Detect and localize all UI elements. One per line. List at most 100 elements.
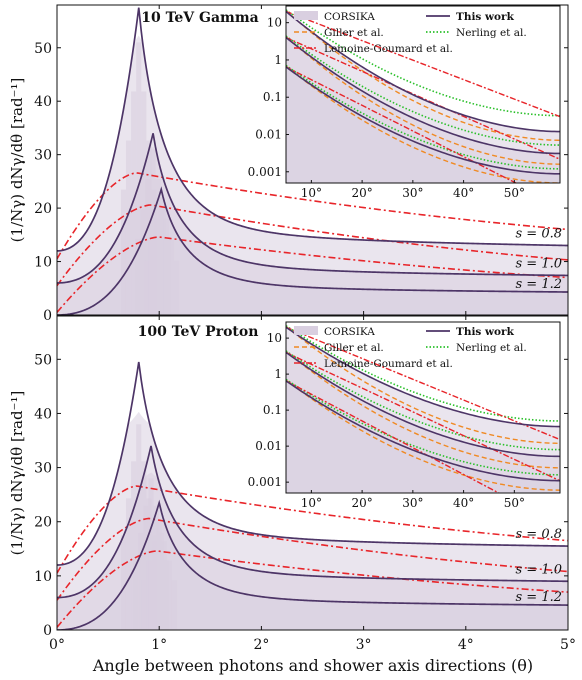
nerling-curve xyxy=(286,9,560,117)
inset-lemoine-curve xyxy=(286,326,560,441)
y-tick-label: 10 xyxy=(34,255,52,271)
inset-y-tick-label: 10 xyxy=(267,331,282,345)
lemoine-curve-s1 xyxy=(57,204,568,287)
inset-lemoine-curve xyxy=(286,351,560,482)
y-tick-label: 30 xyxy=(34,148,52,164)
x-tick-label: 3° xyxy=(356,637,372,653)
corsika-area-s1.2 xyxy=(57,517,568,630)
legend-label-this-work: This work xyxy=(456,11,515,23)
x-tick-label: 5° xyxy=(560,637,576,653)
inset-corsika-area xyxy=(286,66,560,183)
corsika-bar xyxy=(141,91,147,315)
y-tick-label: 40 xyxy=(34,406,52,422)
corsika-bar xyxy=(138,532,144,630)
y-tick-label: 10 xyxy=(34,569,52,585)
this-work-curve-s0.8 xyxy=(57,361,568,566)
inset-x-tick-label: 10° xyxy=(301,496,322,510)
inset-y-tick-label: 0.1 xyxy=(263,403,282,417)
inset-this-work-curve xyxy=(286,351,560,458)
inset: 10° 20° 30° 40° 50° 10 1 0.1 0.01 0.001 CORSIKA Thi… xyxy=(248,5,561,200)
age-label: s = 0.8 xyxy=(515,227,562,242)
corsika-bar xyxy=(135,238,141,315)
panel-gamma: 0 10 20 30 40 50 10 TeV Gamma s = 0.8 s = 1.0 s =… xyxy=(8,4,569,324)
inset-this-work-curve xyxy=(286,326,560,428)
corsika-bar xyxy=(125,498,132,630)
corsika-bar xyxy=(171,580,178,630)
inset-this-work-curve xyxy=(286,10,560,133)
inset-x-tick-label: 50° xyxy=(504,496,525,510)
corsika-bar xyxy=(148,478,154,630)
age-label: s = 1.2 xyxy=(515,277,562,292)
legend-label-corsika: CORSIKA xyxy=(324,326,375,338)
age-label: s = 0.8 xyxy=(515,527,562,542)
corsika-bar xyxy=(163,218,169,315)
this-work-curve-s1.2 xyxy=(57,186,568,315)
legend-label-lemoine: Lemoine-Goumard et al. xyxy=(324,358,453,370)
panel-title: 100 TeV Proton xyxy=(138,324,259,340)
legend-swatch-corsika xyxy=(294,326,318,335)
corsika-bar xyxy=(141,580,147,630)
y-tick-label: 40 xyxy=(34,94,52,110)
corsika-bar xyxy=(143,505,149,630)
panel-proton: 0 10 20 30 40 50 0° 1° 2° 3° 4° 5° 100 TeV Proton s =… xyxy=(8,315,576,653)
inset-lemoine-curve xyxy=(286,380,501,493)
legend-label-corsika: CORSIKA xyxy=(324,11,375,23)
inset-frame xyxy=(285,5,561,184)
y-tick-label: 0 xyxy=(43,623,52,639)
inset-y-tick-label: 1 xyxy=(274,367,282,381)
giller-curve xyxy=(286,10,560,141)
this-work-curve-s1.2 xyxy=(57,499,568,630)
corsika-bar xyxy=(131,461,137,630)
this-work-curve-s1 xyxy=(57,133,568,284)
age-label: s = 1.2 xyxy=(515,590,562,605)
inset-y-tick-label: 0.01 xyxy=(255,128,282,142)
y-tick-label: 20 xyxy=(34,201,52,217)
legend-label-giller: Giller et al. xyxy=(324,342,384,354)
axes-frame xyxy=(56,315,569,631)
corsika-bar xyxy=(120,535,126,630)
this-work-curve-s1 xyxy=(57,445,568,599)
corsika-bar xyxy=(145,179,151,315)
plot-area xyxy=(57,361,568,630)
corsika-bar xyxy=(151,541,157,630)
corsika-bar xyxy=(168,239,175,315)
inset-this-work-curve xyxy=(286,36,560,155)
giller-curve xyxy=(286,36,560,165)
y-axis-label: (1/Nγ) dNγ/dθ [rad⁻¹] xyxy=(8,391,26,556)
giller-curve xyxy=(286,351,560,469)
inset-x-tick-label: 50° xyxy=(504,186,525,200)
inset-x-tick-label: 30° xyxy=(402,186,423,200)
corsika-bar xyxy=(140,208,146,315)
legend-label-nerling: Nerling et al. xyxy=(456,27,527,39)
x-tick-label: 2° xyxy=(253,637,269,653)
inset-x-tick-label: 30° xyxy=(402,496,423,510)
inset-y-tick-label: 0.001 xyxy=(248,475,282,489)
x-tick-label: 4° xyxy=(458,637,474,653)
y-axis-label: (1/Nγ) dNγ/dθ [rad⁻¹] xyxy=(8,78,26,243)
inset-frame xyxy=(285,321,561,494)
legend-label-lemoine: Lemoine-Goumard et al. xyxy=(324,43,453,55)
giller-curve xyxy=(286,325,560,444)
inset-this-work-curve xyxy=(286,66,560,175)
corsika-bar xyxy=(156,521,162,630)
inset-plot-area xyxy=(286,9,560,183)
inset-y-tick-label: 0.001 xyxy=(248,165,282,179)
corsika-bar xyxy=(150,149,156,315)
lemoine-curve-s0.8 xyxy=(57,485,568,574)
corsika-bar xyxy=(158,197,164,315)
x-axis-label: Angle between photons and shower axis di… xyxy=(92,656,533,675)
x-tick-label: 1° xyxy=(151,637,167,653)
inset-plot-area xyxy=(286,325,560,493)
y-tick-label: 50 xyxy=(34,352,52,368)
y-tick-label: 0 xyxy=(43,308,52,324)
corsika-bar xyxy=(120,189,126,315)
inset-x-tick-label: 20° xyxy=(351,186,372,200)
this-work-curve-s0.8 xyxy=(57,7,568,252)
y-tick-label: 30 xyxy=(34,461,52,477)
legend: CORSIKA This work Giller et al. Nerling et … xyxy=(294,11,527,55)
lemoine-curve-s1.2 xyxy=(57,550,568,628)
inset-x-tick-label: 40° xyxy=(453,186,474,200)
legend-label-nerling: Nerling et al. xyxy=(456,342,527,354)
legend-label-this-work: This work xyxy=(456,326,515,338)
inset-y-tick-label: 10 xyxy=(267,16,282,30)
